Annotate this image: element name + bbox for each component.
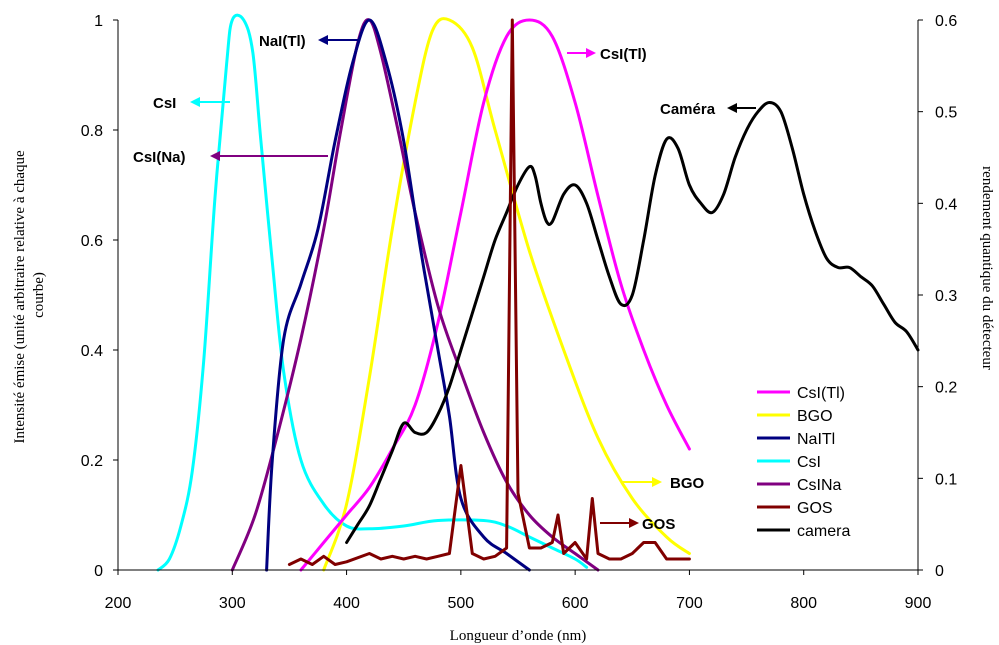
x-tick-label: 200 [105,595,132,612]
y-tick-label: 0 [94,563,103,580]
series-layer [156,13,920,572]
callout-csitl-arrowhead [586,48,596,58]
ticks-layer: 200 300 400 500 600 700 800 90000.20.40.60.8100… [81,13,958,612]
y2-tick-label: 0.4 [935,196,957,213]
y2-tick-label: 0.2 [935,380,957,397]
annotations: NaI(Tl) CsI(Tl) CsI CsI(Na) Caméra BGO [133,33,756,533]
x-tick-label: 500 [448,595,475,612]
legend-label-camera: camera [797,523,850,540]
legend-label-csi-tl: CsI(Tl) [797,385,845,402]
callout-camera-label: Caméra [660,101,716,118]
callout-bgo-arrowhead [652,477,662,487]
callout-csina-arrowhead [210,151,220,161]
series-line-csi [156,13,589,572]
y-axis-title: Intensité émise (unité arbitraire relati… [12,147,47,444]
callout-csina: CsI(Na) [133,149,328,166]
callout-nai-arrowhead [318,35,328,45]
callout-gos-arrowhead [629,518,639,528]
x-tick-label: 800 [790,595,817,612]
callout-csi: CsI [153,95,230,112]
callout-nai: NaI(Tl) [259,33,360,50]
callout-csina-label: CsI(Na) [133,149,186,166]
callout-csi-label: CsI [153,95,176,112]
x-tick-label: 300 [219,595,246,612]
y2-tick-label: 0.6 [935,13,957,30]
callout-gos: GOS [600,516,675,533]
x-axis-title: Longueur d’onde (nm) [450,628,587,644]
legend-label-bgo: BGO [797,408,833,425]
legend: CsI(Tl) BGO NaITl CsI CsINa GOS camera [757,385,850,540]
series-line-csina [230,18,600,572]
legend-label-csi: CsI [797,454,821,471]
series-line-naitl [265,18,531,572]
callout-bgo-label: BGO [670,475,705,492]
callout-bgo: BGO [622,475,705,492]
callout-camera: Caméra [660,101,756,118]
callout-csitl: CsI(Tl) [567,46,647,63]
y-tick-label: 0.6 [81,233,103,250]
legend-label-csina: CsINa [797,477,842,494]
series-line-gos [287,18,691,566]
x-tick-label: 900 [905,595,932,612]
y-axis-title-line-1: Intensité émise (unité arbitraire relati… [12,150,28,444]
callout-csi-arrowhead [190,97,200,107]
y2-tick-label: 0.1 [935,471,957,488]
x-tick-label: 700 [676,595,703,612]
series-line-camera [345,101,920,544]
y2-tick-label: 0.5 [935,105,957,122]
callout-csitl-label: CsI(Tl) [600,46,647,63]
series-line-bgo [322,17,691,572]
series-line-csi-tl [299,18,691,572]
y2-tick-label: 0 [935,563,944,580]
y-tick-label: 1 [94,13,103,30]
y2-axis-title: rendement quantique du détecteur [979,166,995,370]
y2-tick-label: 0.3 [935,288,957,305]
y-tick-label: 0.8 [81,123,103,140]
callout-camera-arrowhead [727,103,737,113]
y-axis-title-line-2: courbe) [31,272,47,318]
legend-label-gos: GOS [797,500,833,517]
y-tick-label: 0.4 [81,343,103,360]
callout-nai-label: NaI(Tl) [259,33,306,50]
callout-gos-label: GOS [642,516,675,533]
legend-label-naitl: NaITl [797,431,835,448]
x-tick-label: 600 [562,595,589,612]
x-tick-label: 400 [333,595,360,612]
y-tick-label: 0.2 [81,453,103,470]
